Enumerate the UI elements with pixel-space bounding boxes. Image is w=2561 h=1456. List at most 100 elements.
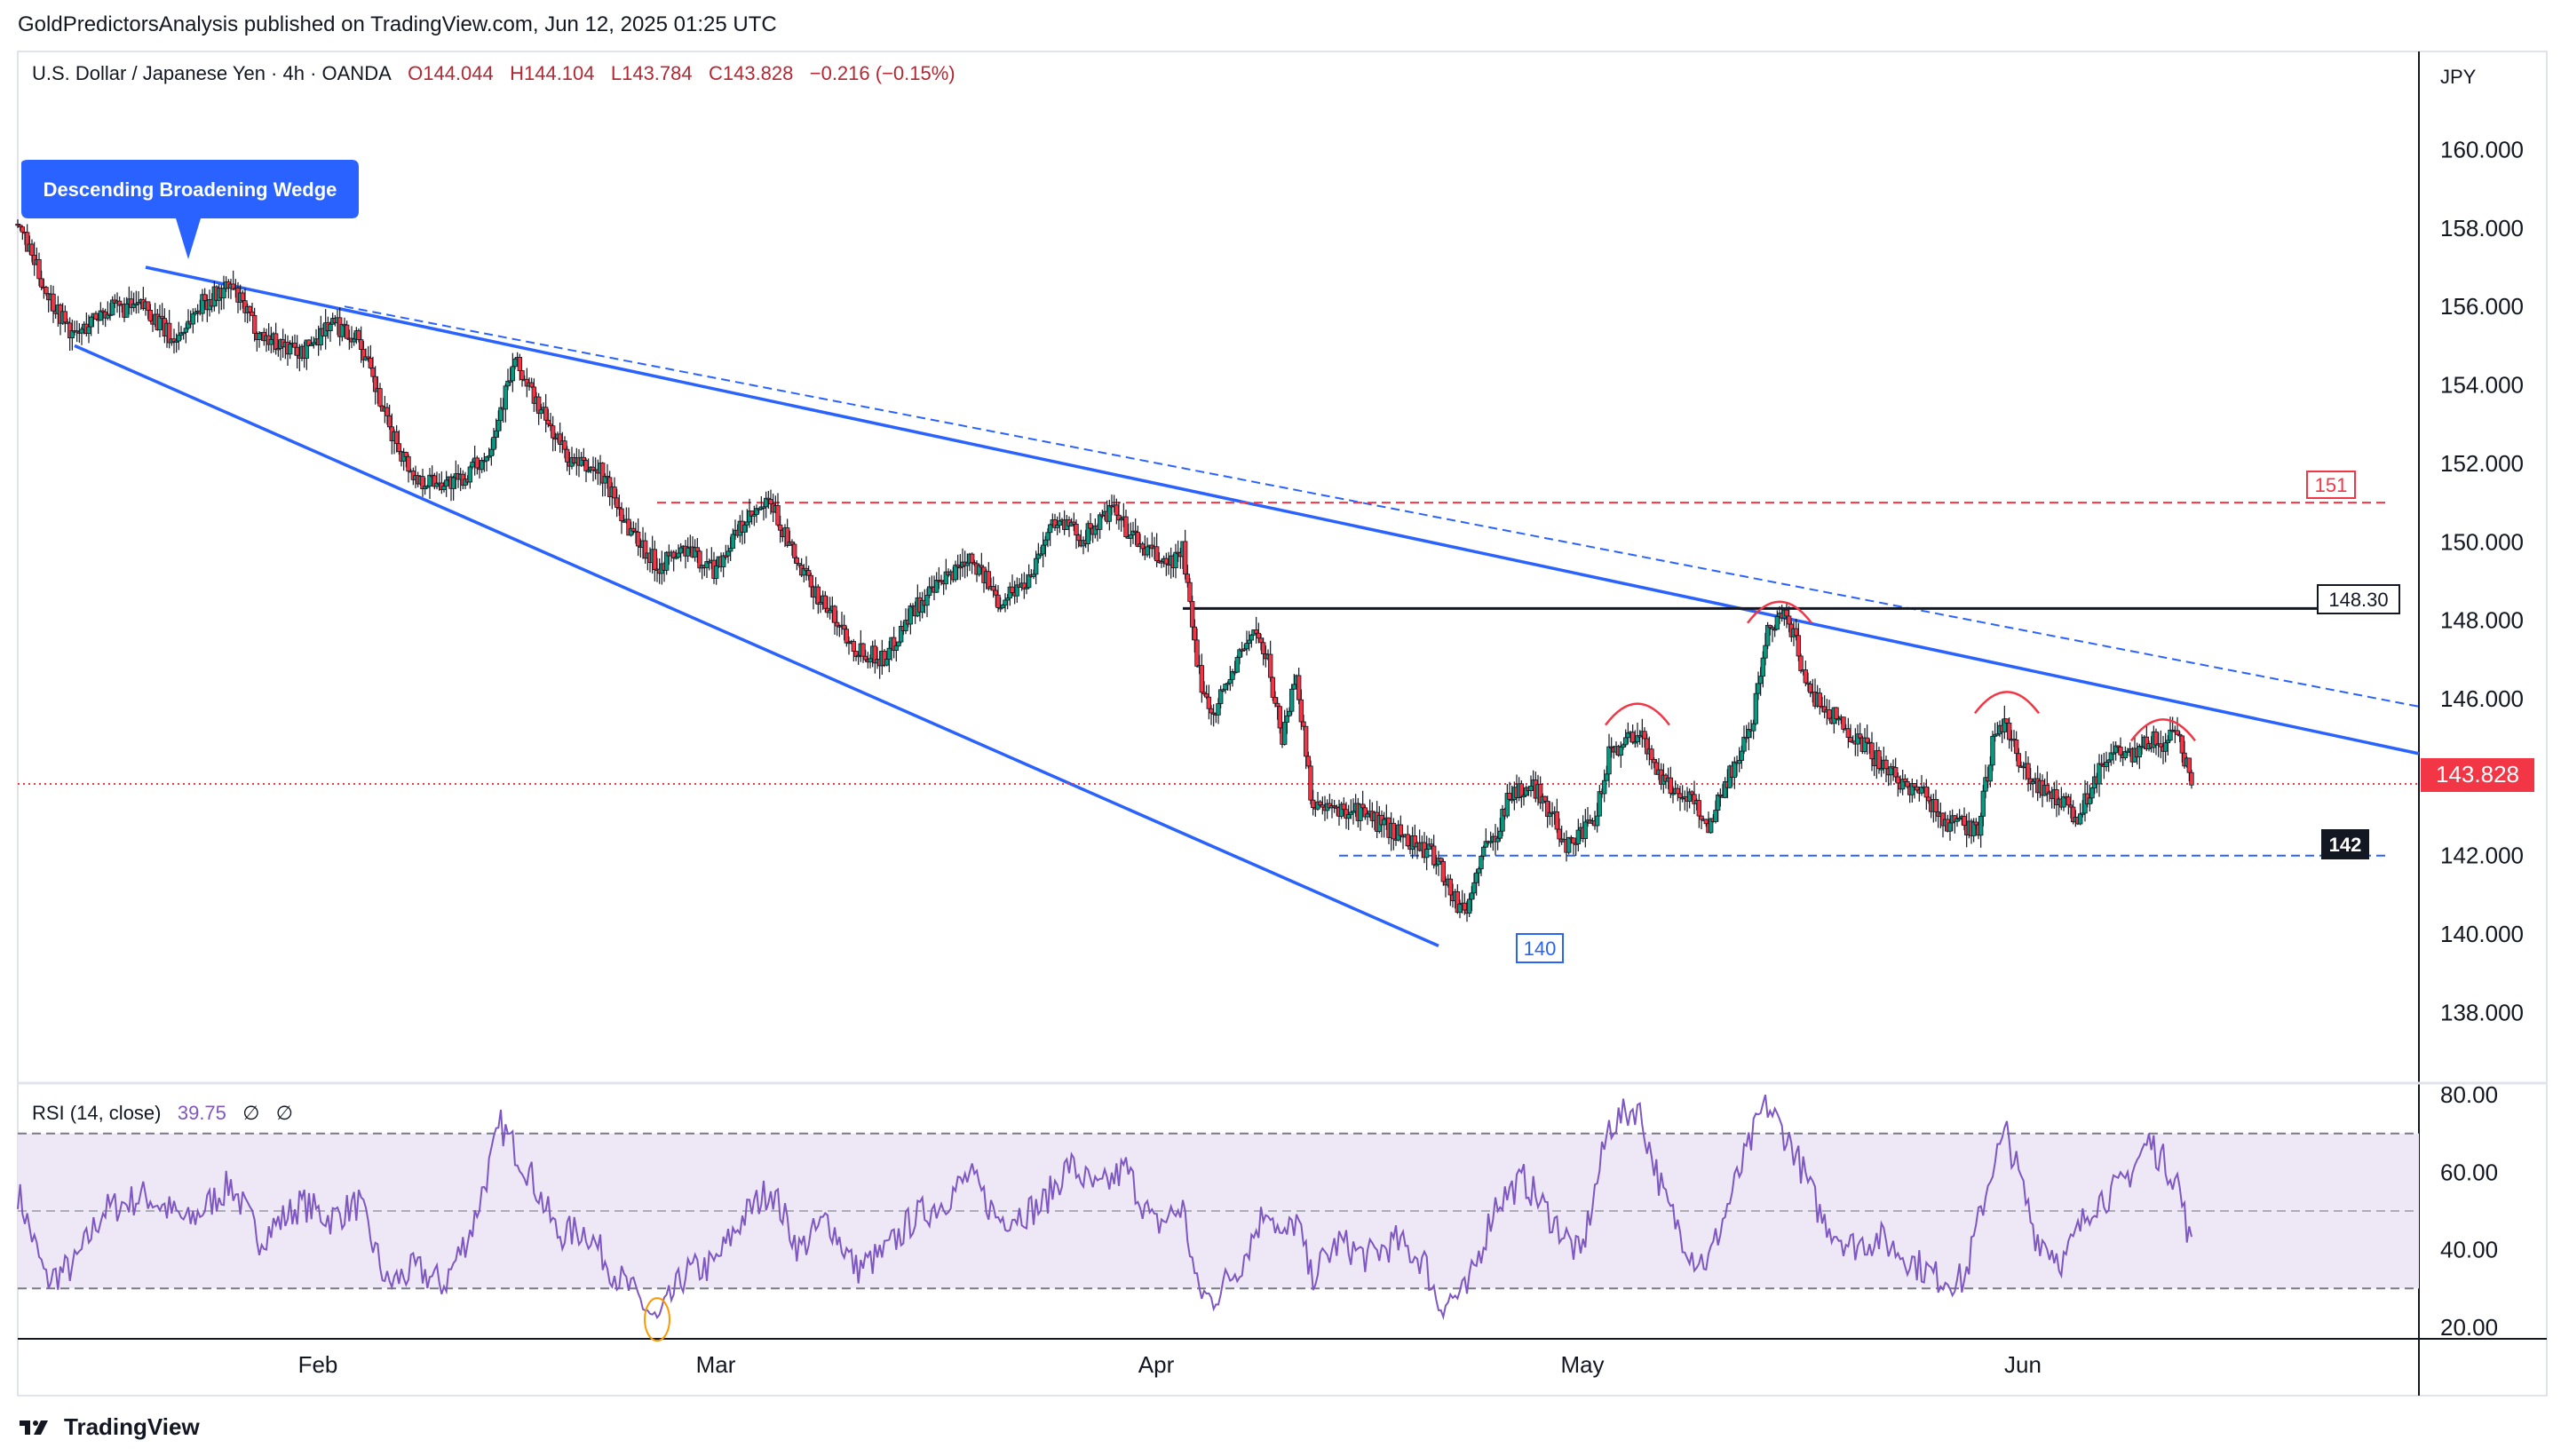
pattern-callout[interactable]: Descending Broadening Wedge	[21, 160, 359, 259]
candle-body	[694, 547, 701, 552]
candle-body	[1249, 634, 1255, 641]
candle-body	[1405, 834, 1411, 847]
candle-body	[147, 310, 154, 321]
candle-body	[1869, 742, 1875, 760]
candle-body	[44, 287, 49, 295]
candle-body	[1923, 786, 1930, 798]
tradingview-footer[interactable]: TradingView	[18, 1413, 200, 1441]
rsi-name[interactable]: RSI (14, close)	[32, 1102, 162, 1124]
candle-body	[356, 330, 361, 341]
candle-body	[1296, 675, 1302, 700]
candle-body	[491, 437, 496, 450]
candle-body	[868, 658, 873, 663]
candle-body	[1305, 756, 1312, 767]
level-14830-text: 148.30	[2328, 589, 2388, 611]
open-value: O144.044	[408, 62, 494, 84]
top-arc-marker	[1605, 702, 1670, 726]
level-142-tag[interactable]: 142	[2321, 829, 2369, 859]
candle-body	[1763, 645, 1768, 659]
candle-body	[630, 527, 637, 532]
candle-body	[1281, 722, 1288, 745]
candle-body	[1303, 725, 1309, 757]
candle-body	[1978, 815, 1984, 836]
candle-body	[2065, 796, 2072, 806]
candle-body	[1912, 783, 1917, 787]
candle-body	[676, 552, 681, 558]
candle-body	[1074, 523, 1079, 536]
candle-body	[886, 647, 892, 660]
candle-body	[1298, 699, 1304, 723]
candle-body	[1528, 786, 1534, 791]
time-tick-label: Apr	[1138, 1351, 1175, 1378]
candle-body	[1990, 735, 1995, 766]
candle-body	[1883, 759, 1889, 770]
candle-body	[370, 368, 376, 377]
candle-body	[268, 338, 274, 345]
candle-body	[1905, 781, 1910, 787]
candle-body	[2153, 731, 2159, 746]
candle-body	[1194, 639, 1200, 667]
candle-body	[377, 388, 383, 407]
candle-body	[1926, 796, 1931, 802]
candle-body	[86, 326, 91, 334]
trendline-wedge-upper	[145, 265, 2420, 756]
candle-body	[1284, 715, 1290, 723]
candle-body	[1206, 696, 1212, 709]
candle-body	[1003, 599, 1008, 605]
candle-body	[2158, 743, 2164, 748]
level-140-tag[interactable]: 140	[1516, 933, 1564, 963]
candle-body	[2104, 762, 2109, 767]
candle-body	[1462, 902, 1468, 911]
chart-frame	[17, 51, 2548, 1397]
rsi-extra-1: ∅	[242, 1102, 260, 1124]
candle-body	[862, 655, 868, 661]
level-151-tag[interactable]: 151	[2306, 471, 2356, 499]
candle-body	[396, 443, 402, 453]
candle-body	[1696, 800, 1702, 817]
top-arc-marker	[1974, 691, 2040, 715]
candle-body	[1798, 655, 1804, 671]
candle-body	[1360, 803, 1366, 809]
symbol-name[interactable]: U.S. Dollar / Japanese Yen · 4h · OANDA	[32, 62, 392, 84]
candle-body	[1345, 814, 1352, 819]
candle-body	[744, 521, 750, 526]
candle-body	[1606, 746, 1612, 775]
candle-body	[1554, 811, 1560, 830]
candle-body	[1457, 903, 1463, 914]
price-tick-label: 160.000	[2440, 136, 2524, 162]
candle-body	[1287, 710, 1292, 716]
candle-body	[1845, 728, 1851, 739]
candle-body	[2013, 740, 2019, 755]
candle-body	[36, 258, 42, 280]
time-tick-label: Jun	[2004, 1351, 2042, 1378]
candle-body	[1471, 882, 1477, 894]
candle-body	[720, 555, 726, 567]
time-axis[interactable]: Feb Mar Apr May Jun	[298, 1351, 2042, 1378]
candles	[15, 219, 2194, 922]
candle-body	[1154, 546, 1160, 562]
drawing-lines	[18, 265, 2420, 947]
candle-body	[1857, 733, 1863, 739]
candle-body	[2175, 730, 2180, 735]
candle-body	[328, 323, 333, 332]
candle-body	[294, 346, 300, 356]
top-arc-marker	[2130, 718, 2196, 742]
candle-body	[29, 243, 35, 256]
candle-body	[1310, 799, 1316, 809]
candle-body	[2097, 763, 2102, 785]
low-value: L143.784	[610, 62, 693, 84]
level-142-text: 142	[2329, 834, 2362, 856]
candle-body	[1209, 708, 1214, 714]
candle-body	[1469, 892, 1475, 900]
price-axis[interactable]: 160.000 158.000 156.000 154.000 152.000 150.0…	[2440, 136, 2524, 1340]
level-14830-tag[interactable]: 148.30	[2317, 584, 2400, 614]
candle-body	[543, 407, 549, 421]
candle-body	[1575, 829, 1582, 844]
candle-body	[2162, 742, 2169, 752]
candle-body	[969, 553, 975, 564]
candle-body	[351, 338, 357, 343]
candle-body	[1933, 799, 1939, 812]
candle-body	[583, 460, 589, 471]
last-price-tag[interactable]: 143.828	[2421, 758, 2534, 792]
